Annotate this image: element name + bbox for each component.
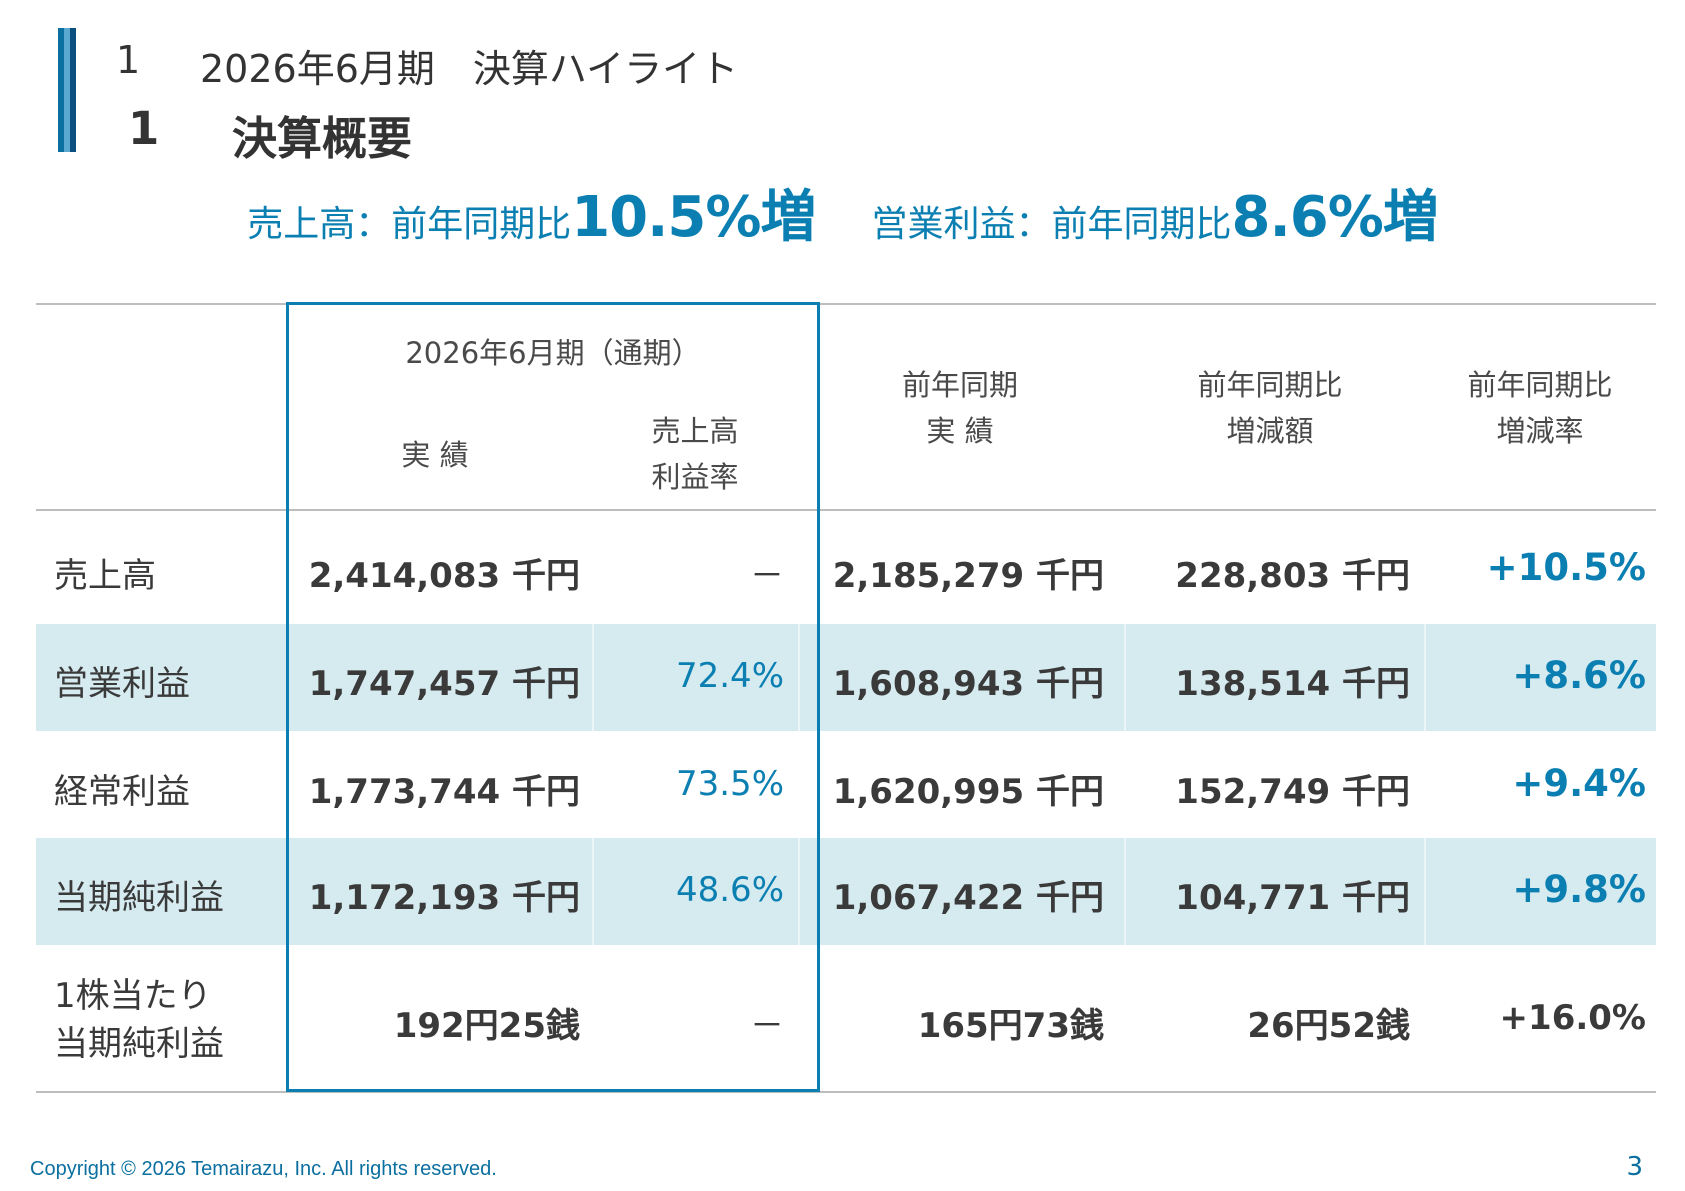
table-row-band <box>36 624 1656 731</box>
table-cell-diff: 228,803 千円 <box>1175 556 1410 596</box>
table-cell-diff: 152,749 千円 <box>1175 772 1410 812</box>
table-cell-rate: +16.0% <box>1499 998 1646 1038</box>
table-cell-actual: 192円25銭 <box>393 1006 580 1046</box>
table-row-band <box>36 838 1656 945</box>
page-title: 決算概要 <box>232 112 413 165</box>
headline-sales-value: 10.5%増 <box>571 185 816 250</box>
table-cell-ratio: 72.4% <box>675 656 784 696</box>
table-cell-rate: +10.5% <box>1486 546 1646 589</box>
table-cell-prev: 165円73銭 <box>917 1006 1104 1046</box>
table-cell-rate: +9.8% <box>1512 868 1646 911</box>
table-header-rule <box>36 509 1656 511</box>
col-header-diff: 前年同期比 増減額 <box>1197 368 1343 448</box>
page-number: 3 <box>1626 1152 1643 1182</box>
headline-sales-label: 売上高：前年同期比 <box>247 204 572 245</box>
section-title: 2026年6月期 決算ハイライト <box>200 47 739 91</box>
table-cell-prev: 2,185,279 千円 <box>832 556 1104 596</box>
table-cell-prev: 1,067,422 千円 <box>832 878 1104 918</box>
table-cell-prev: 1,608,943 千円 <box>832 664 1104 704</box>
table-cell-prev: 1,620,995 千円 <box>832 772 1104 812</box>
table-cell-actual: 1,773,744 千円 <box>308 772 580 812</box>
table-cell-rate: +9.4% <box>1512 762 1646 805</box>
col-header-ratio: 売上高 利益率 <box>651 414 739 494</box>
row-label: 売上高 <box>54 556 156 596</box>
table-cell-actual: 2,414,083 千円 <box>308 556 580 596</box>
table-cell-ratio: － <box>750 1006 784 1046</box>
row-label: 経常利益 <box>54 772 190 812</box>
table-cell-actual: 1,747,457 千円 <box>308 664 580 704</box>
table-top-rule <box>36 303 1656 305</box>
accent-bar <box>58 28 76 152</box>
group-header: 2026年6月期（通期） <box>405 336 701 370</box>
row-label: 当期純利益 <box>54 878 224 918</box>
table-cell-diff: 104,771 千円 <box>1175 878 1410 918</box>
row-label: 1株当たり 当期純利益 <box>54 976 224 1064</box>
headline-op-label: 営業利益：前年同期比 <box>871 204 1232 245</box>
copyright: Copyright © 2026 Temairazu, Inc. All rig… <box>30 1158 497 1180</box>
section-number: 1 <box>116 38 141 82</box>
col-header-actual: 実 績 <box>401 438 469 472</box>
table-bottom-rule <box>36 1091 1656 1093</box>
table-cell-diff: 26円52銭 <box>1247 1006 1410 1046</box>
table-cell-rate: +8.6% <box>1512 654 1646 697</box>
col-header-rate: 前年同期比 増減率 <box>1467 368 1613 448</box>
table-cell-actual: 1,172,193 千円 <box>308 878 580 918</box>
row-label: 営業利益 <box>54 664 190 704</box>
table-cell-ratio: 73.5% <box>675 764 784 804</box>
col-header-prev: 前年同期 実 績 <box>901 368 1018 448</box>
headline-op-value: 8.6%増 <box>1231 185 1439 250</box>
table-cell-diff: 138,514 千円 <box>1175 664 1410 704</box>
table-cell-ratio: 48.6% <box>675 870 784 910</box>
headline: 売上高：前年同期比10.5%増 営業利益：前年同期比8.6%増 <box>0 172 1685 253</box>
current-period-highlight-box <box>286 302 820 1092</box>
subsection-number: 1 <box>128 102 160 155</box>
table-cell-ratio: － <box>750 556 784 596</box>
